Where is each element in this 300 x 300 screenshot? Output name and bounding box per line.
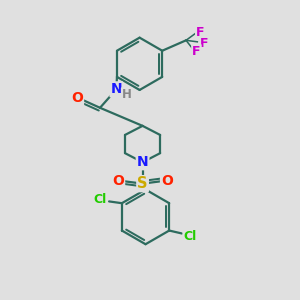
- Text: N: N: [137, 155, 148, 169]
- Text: N: N: [110, 82, 122, 96]
- Text: S: S: [137, 176, 148, 191]
- Text: Cl: Cl: [183, 230, 197, 243]
- Text: H: H: [122, 88, 132, 101]
- Text: Cl: Cl: [94, 193, 107, 206]
- Text: F: F: [200, 37, 209, 50]
- Text: O: O: [112, 174, 124, 188]
- Text: O: O: [161, 174, 173, 188]
- Text: F: F: [196, 26, 205, 38]
- Text: O: O: [71, 91, 83, 105]
- Text: F: F: [192, 45, 201, 58]
